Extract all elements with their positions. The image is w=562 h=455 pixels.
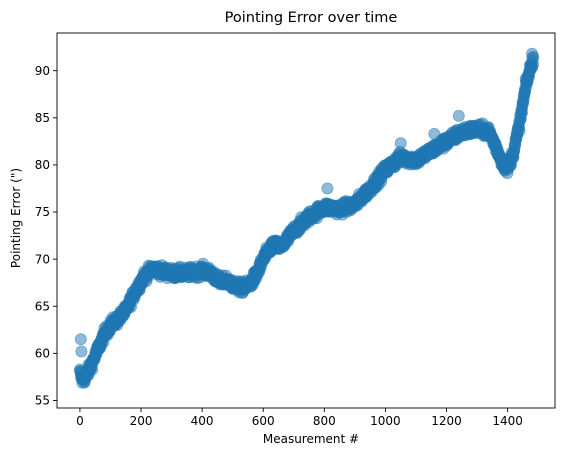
x-tick-label: 200: [130, 414, 153, 428]
x-axis-label: Measurement #: [263, 432, 359, 446]
data-point: [75, 345, 88, 358]
x-tick-label: 600: [252, 414, 275, 428]
plot-frame: [56, 32, 556, 409]
x-tick-label: 800: [313, 414, 336, 428]
y-tick-label: 55: [35, 394, 50, 408]
data-points: [73, 47, 540, 389]
y-tick-label: 65: [35, 299, 50, 313]
x-tick-label: 1200: [431, 414, 462, 428]
x-tick-label: 1000: [370, 414, 401, 428]
data-point: [495, 154, 508, 167]
y-tick-label: 70: [35, 252, 50, 266]
y-tick-label: 85: [35, 111, 50, 125]
x-tick-label: 400: [191, 414, 214, 428]
data-point: [428, 127, 441, 140]
y-tick-label: 60: [35, 347, 50, 361]
data-point: [74, 333, 87, 346]
y-tick-label: 90: [35, 64, 50, 78]
x-tick-label: 1400: [492, 414, 523, 428]
y-tick-label: 80: [35, 158, 50, 172]
axes: 0 200 400 600 800 1000 1200 1400 55 60 65 70 75 80 85 9…: [35, 32, 556, 428]
chart-title: Pointing Error over time: [225, 10, 398, 26]
data-point: [452, 109, 465, 122]
y-tick-label: 75: [35, 205, 50, 219]
data-point: [526, 47, 539, 60]
data-point: [394, 137, 407, 150]
y-axis-label: Pointing Error ("): [9, 168, 23, 268]
data-point: [513, 125, 526, 138]
data-point: [321, 182, 334, 195]
x-tick-label: 0: [76, 414, 84, 428]
